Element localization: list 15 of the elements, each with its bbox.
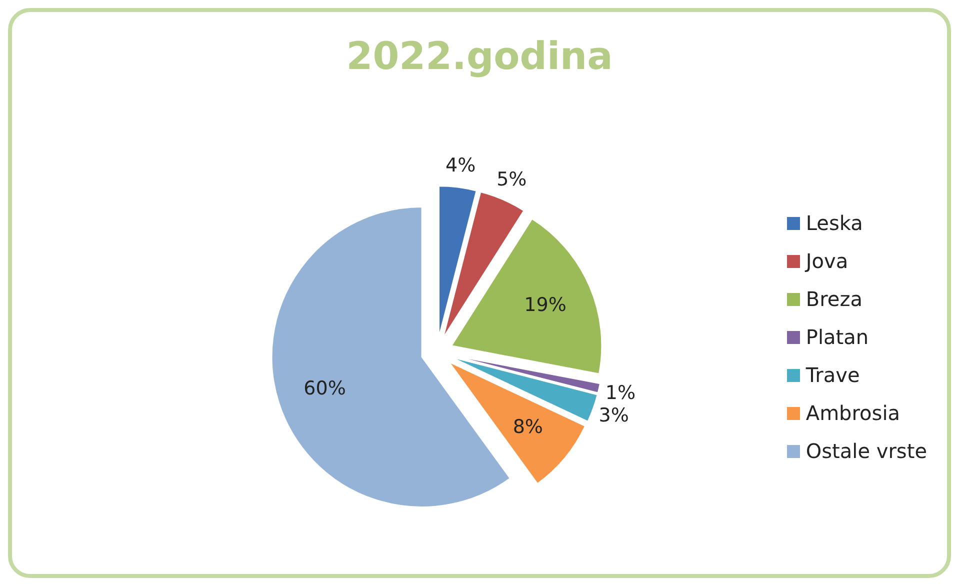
legend-label: Breza xyxy=(806,287,862,311)
data-label: 3% xyxy=(598,404,629,427)
legend-label: Trave xyxy=(806,363,860,387)
data-label: 19% xyxy=(524,294,566,316)
data-label: 8% xyxy=(512,416,543,438)
legend-label: Jova xyxy=(806,249,848,273)
legend-label: Ambrosia xyxy=(806,401,900,425)
data-label: 60% xyxy=(304,377,346,400)
data-label: 4% xyxy=(445,154,476,176)
legend-label: Platan xyxy=(806,325,869,349)
data-label: 1% xyxy=(605,382,636,404)
data-label: 5% xyxy=(496,168,527,190)
chart-title: 2022.godina xyxy=(345,34,614,78)
legend-label: Leska xyxy=(806,211,863,235)
legend-label: Ostale vrste xyxy=(806,439,927,463)
